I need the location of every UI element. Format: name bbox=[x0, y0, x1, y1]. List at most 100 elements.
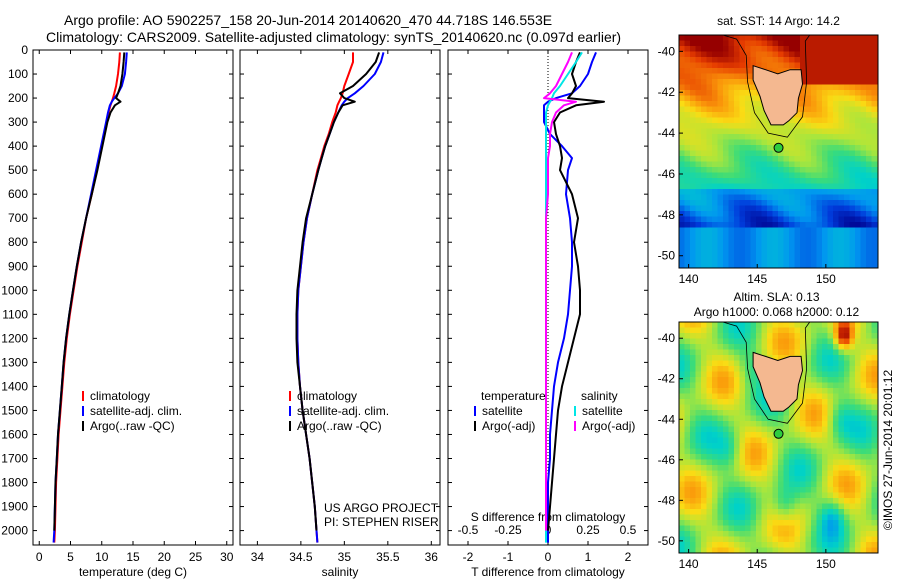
field-cell bbox=[816, 73, 823, 80]
field-cell bbox=[728, 344, 735, 350]
field-cell bbox=[684, 432, 691, 438]
field-cell bbox=[761, 465, 768, 471]
field-cell bbox=[706, 57, 713, 63]
field-cell bbox=[855, 437, 861, 444]
field-cell bbox=[723, 145, 729, 151]
field-cell bbox=[805, 79, 812, 85]
field-cell bbox=[723, 382, 729, 389]
field-cell bbox=[701, 62, 707, 69]
field-cell bbox=[723, 172, 729, 179]
field-cell bbox=[745, 68, 751, 74]
field-cell bbox=[855, 547, 861, 553]
field-cell bbox=[739, 503, 746, 510]
field-cell bbox=[860, 437, 867, 444]
field-cell bbox=[805, 62, 812, 69]
field-cell bbox=[866, 503, 872, 510]
field-cell bbox=[717, 167, 724, 173]
field-cell bbox=[844, 421, 850, 427]
field-cell bbox=[860, 360, 867, 367]
field-cell bbox=[855, 255, 861, 261]
field-cell bbox=[805, 238, 812, 245]
field-cell bbox=[805, 382, 812, 389]
field-cell bbox=[844, 62, 850, 69]
field-cell bbox=[849, 57, 856, 63]
field-cell bbox=[761, 426, 768, 433]
field-cell bbox=[684, 415, 691, 422]
field-cell bbox=[783, 266, 790, 268]
field-cell bbox=[750, 167, 757, 173]
field-cell bbox=[750, 371, 757, 378]
field-cell bbox=[794, 399, 801, 405]
field-cell bbox=[800, 525, 806, 532]
field-cell bbox=[701, 205, 707, 212]
field-cell bbox=[717, 531, 724, 537]
field-cell bbox=[833, 68, 839, 74]
field-cell bbox=[684, 172, 691, 179]
field-cell bbox=[745, 249, 751, 256]
field-cell bbox=[822, 194, 828, 201]
field-cell bbox=[789, 51, 795, 58]
field-cell bbox=[849, 233, 856, 239]
field-cell bbox=[778, 492, 784, 499]
field-cell bbox=[695, 222, 702, 228]
field-cell bbox=[871, 57, 878, 63]
field-cell bbox=[745, 393, 751, 400]
field-cell bbox=[745, 344, 751, 350]
field-cell bbox=[756, 448, 762, 455]
field-cell bbox=[866, 492, 872, 499]
field-cell bbox=[717, 525, 724, 532]
field-cell bbox=[860, 139, 867, 146]
field-cell bbox=[756, 426, 762, 433]
field-cell bbox=[750, 260, 757, 267]
field-cell bbox=[849, 338, 856, 345]
field-cell bbox=[849, 388, 856, 394]
field-cell bbox=[860, 465, 867, 471]
field-cell bbox=[701, 183, 707, 190]
field-cell bbox=[844, 520, 850, 526]
field-cell bbox=[756, 344, 762, 350]
field-cell bbox=[684, 183, 691, 190]
field-cell bbox=[679, 222, 685, 228]
field-cell bbox=[866, 404, 872, 411]
field-cell bbox=[695, 459, 702, 466]
profile-panel-2: 34 34.5 35 35.5 36salinityclimatologysatelli… bbox=[239, 49, 441, 579]
field-cell bbox=[800, 260, 806, 267]
x-tick-label: 2 bbox=[625, 550, 632, 564]
field-cell bbox=[866, 79, 872, 85]
field-cell bbox=[728, 244, 735, 250]
field-cell bbox=[690, 542, 696, 548]
field-cell bbox=[833, 123, 839, 129]
field-cell bbox=[816, 68, 823, 74]
field-cell bbox=[844, 476, 850, 482]
field-cell bbox=[822, 470, 828, 477]
field-cell bbox=[866, 344, 872, 350]
field-cell bbox=[739, 205, 746, 212]
field-cell bbox=[783, 40, 790, 47]
field-cell bbox=[849, 189, 856, 195]
field-cell bbox=[750, 476, 757, 482]
field-cell bbox=[860, 200, 867, 206]
field-cell bbox=[871, 344, 878, 350]
field-cell bbox=[805, 123, 812, 129]
field-cell bbox=[833, 211, 839, 217]
field-cell bbox=[695, 377, 702, 383]
field-cell bbox=[761, 415, 768, 422]
field-cell bbox=[866, 333, 872, 339]
field-cell bbox=[728, 377, 735, 383]
field-cell bbox=[860, 547, 867, 553]
field-cell bbox=[767, 454, 773, 460]
field-cell bbox=[734, 531, 740, 537]
field-cell bbox=[822, 161, 828, 168]
series-line-argo-raw-qc- bbox=[295, 52, 381, 531]
field-cell bbox=[827, 371, 834, 378]
field-cell bbox=[871, 95, 878, 102]
field-cell bbox=[800, 156, 806, 162]
field-cell bbox=[849, 172, 856, 179]
field-cell bbox=[701, 260, 707, 267]
field-cell bbox=[717, 161, 724, 168]
field-cell bbox=[701, 393, 707, 400]
field-cell bbox=[772, 238, 779, 245]
field-cell bbox=[728, 531, 735, 537]
field-cell bbox=[695, 492, 702, 499]
field-cell bbox=[811, 470, 817, 477]
